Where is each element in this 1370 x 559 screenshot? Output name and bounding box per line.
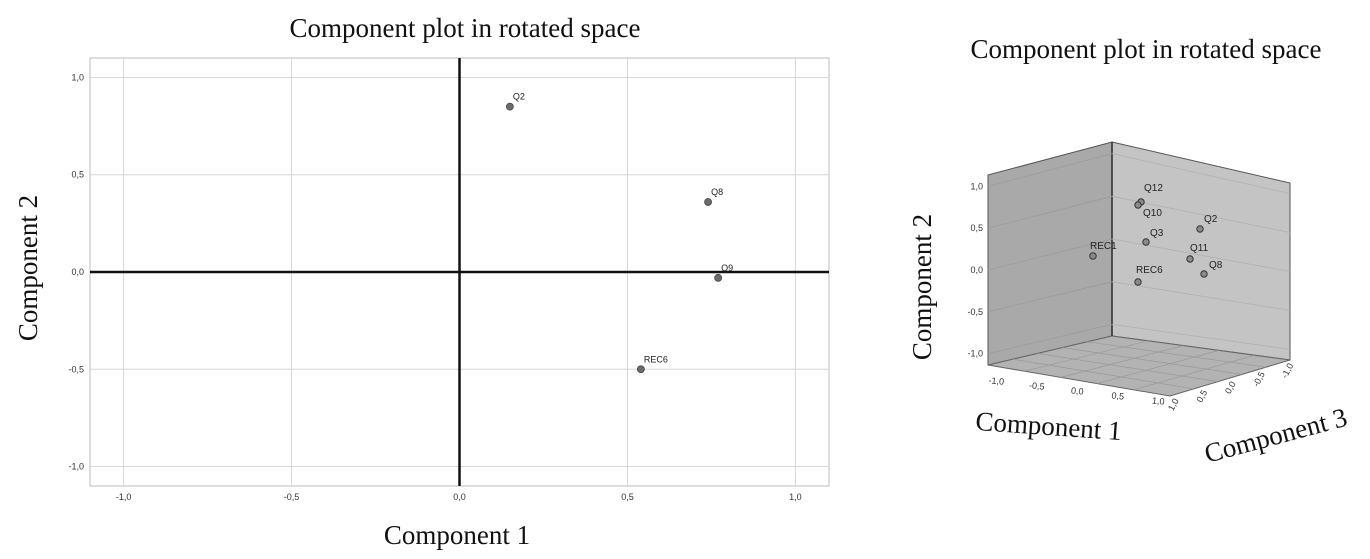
x-axis-title: Component 1 bbox=[384, 520, 530, 550]
y-tick-label-3d: 1,0 bbox=[970, 181, 983, 191]
point-label: Q8 bbox=[711, 187, 723, 197]
y-tick-label: -0,5 bbox=[68, 364, 84, 374]
panel-grid-line bbox=[1111, 238, 1291, 272]
panel-grid bbox=[987, 153, 1291, 391]
z-tick-label-3d: 1,0 bbox=[1166, 397, 1181, 413]
floor-grid-line bbox=[1060, 345, 1184, 378]
point-label-3d: Q2 bbox=[1204, 214, 1218, 225]
point-label: Q2 bbox=[513, 92, 525, 102]
panel-grid-line bbox=[1111, 323, 1291, 350]
x-axis-title-3d: Component 1 bbox=[975, 406, 1123, 446]
point-label-3d: Q11 bbox=[1190, 243, 1209, 254]
point-label-3d: Q10 bbox=[1143, 208, 1162, 219]
data-point bbox=[714, 273, 723, 282]
chart-title-3d: Component plot in rotated space bbox=[971, 34, 1322, 64]
y-tick-label: 1,0 bbox=[71, 72, 84, 82]
y-tick-label: 0,0 bbox=[71, 267, 84, 277]
floor-grid-line bbox=[1087, 341, 1267, 368]
data-point-3d bbox=[1134, 201, 1142, 209]
x-tick-label-3d: 0,5 bbox=[1111, 390, 1124, 401]
floor-grid-line bbox=[1024, 340, 1148, 372]
z-tick-label-3d: -1,0 bbox=[1279, 361, 1295, 379]
data-point-3d bbox=[1186, 255, 1194, 263]
y-tick-label-3d: -1,0 bbox=[967, 349, 983, 359]
z-tick-label-3d: 0,0 bbox=[1223, 380, 1238, 396]
point-label-3d: Q12 bbox=[1144, 183, 1163, 194]
y-tick-labels-3d: 1,0 0,5 0,0 -0,5 -1,0 bbox=[967, 181, 983, 358]
chart-3d: Component plot in rotated space 1,0 0,5 0,… bbox=[907, 34, 1350, 469]
y-axis-title-3d: Component 2 bbox=[907, 214, 937, 360]
point-label: Q9 bbox=[721, 263, 733, 273]
x-tick-labels: -1,0 -0,5 0,0 0,5 1,0 bbox=[116, 492, 802, 502]
data-point-3d bbox=[1089, 252, 1097, 260]
point-label-3d: REC6 bbox=[1136, 265, 1163, 276]
x-tick-label: 1,0 bbox=[789, 492, 802, 502]
panel-grid-line bbox=[1111, 153, 1291, 195]
y-tick-label: -1,0 bbox=[68, 462, 84, 472]
data-point bbox=[704, 198, 712, 206]
x-tick-label-3d: 0,0 bbox=[1071, 385, 1084, 396]
y-tick-labels: -1,0 -0,5 0,0 0,5 1,0 bbox=[68, 72, 84, 471]
floor-grid-line bbox=[1097, 350, 1219, 384]
points: Q2 Q8 Q9 REC6 bbox=[505, 92, 733, 374]
data-point-3d bbox=[1200, 270, 1208, 278]
chart-title: Component plot in rotated space bbox=[290, 13, 641, 43]
panel-grid-line bbox=[987, 195, 1113, 229]
x-tick-label-3d: -1,0 bbox=[988, 375, 1004, 387]
point-label: REC6 bbox=[644, 354, 668, 364]
panel-grid-line bbox=[987, 281, 1113, 313]
point-label-3d: REC1 bbox=[1090, 241, 1117, 252]
floor-grid-line bbox=[1062, 347, 1243, 375]
floor-grid-line bbox=[1037, 353, 1219, 382]
y-tick-label-3d: 0,0 bbox=[970, 265, 983, 275]
data-point-3d bbox=[1134, 278, 1142, 286]
panel-grid-line bbox=[1111, 281, 1291, 311]
x-tick-label: 0,5 bbox=[621, 492, 634, 502]
y-tick-label: 0,5 bbox=[71, 170, 84, 180]
x-tick-label: -0,5 bbox=[284, 492, 300, 502]
z-tick-label-3d: -0,5 bbox=[1251, 370, 1267, 388]
point-label-3d: Q3 bbox=[1150, 228, 1164, 239]
zero-axes bbox=[90, 58, 829, 486]
data-point bbox=[636, 365, 645, 374]
z-tick-label-3d: 0,5 bbox=[1194, 388, 1209, 404]
x-tick-label-3d: 1,0 bbox=[1152, 395, 1165, 406]
point-label-3d: Q8 bbox=[1209, 260, 1223, 271]
floor-grid-line bbox=[1133, 354, 1255, 391]
panel-grid-line bbox=[987, 323, 1113, 354]
data-point bbox=[505, 102, 514, 111]
data-point-3d bbox=[1142, 238, 1150, 246]
y-tick-label-3d: 0,5 bbox=[970, 223, 983, 233]
y-tick-label-3d: -0,5 bbox=[967, 307, 983, 317]
z-axis-title-3d: Component 3 bbox=[1201, 402, 1350, 469]
chart-2d: Component plot in rotated space -1,0 -0,5… bbox=[13, 13, 830, 550]
x-tick-labels-3d: -1,0 -0,5 0,0 0,5 1,0 bbox=[988, 375, 1165, 406]
floor-grid-line bbox=[1012, 358, 1195, 390]
x-tick-label-3d: -0,5 bbox=[1029, 380, 1045, 392]
x-tick-label: -1,0 bbox=[116, 492, 132, 502]
data-point-3d bbox=[1196, 225, 1204, 233]
x-tick-label: 0,0 bbox=[453, 492, 466, 502]
y-axis-title: Component 2 bbox=[13, 195, 43, 341]
panel-grid-line bbox=[987, 238, 1113, 271]
panel-grid-line bbox=[987, 153, 1113, 187]
